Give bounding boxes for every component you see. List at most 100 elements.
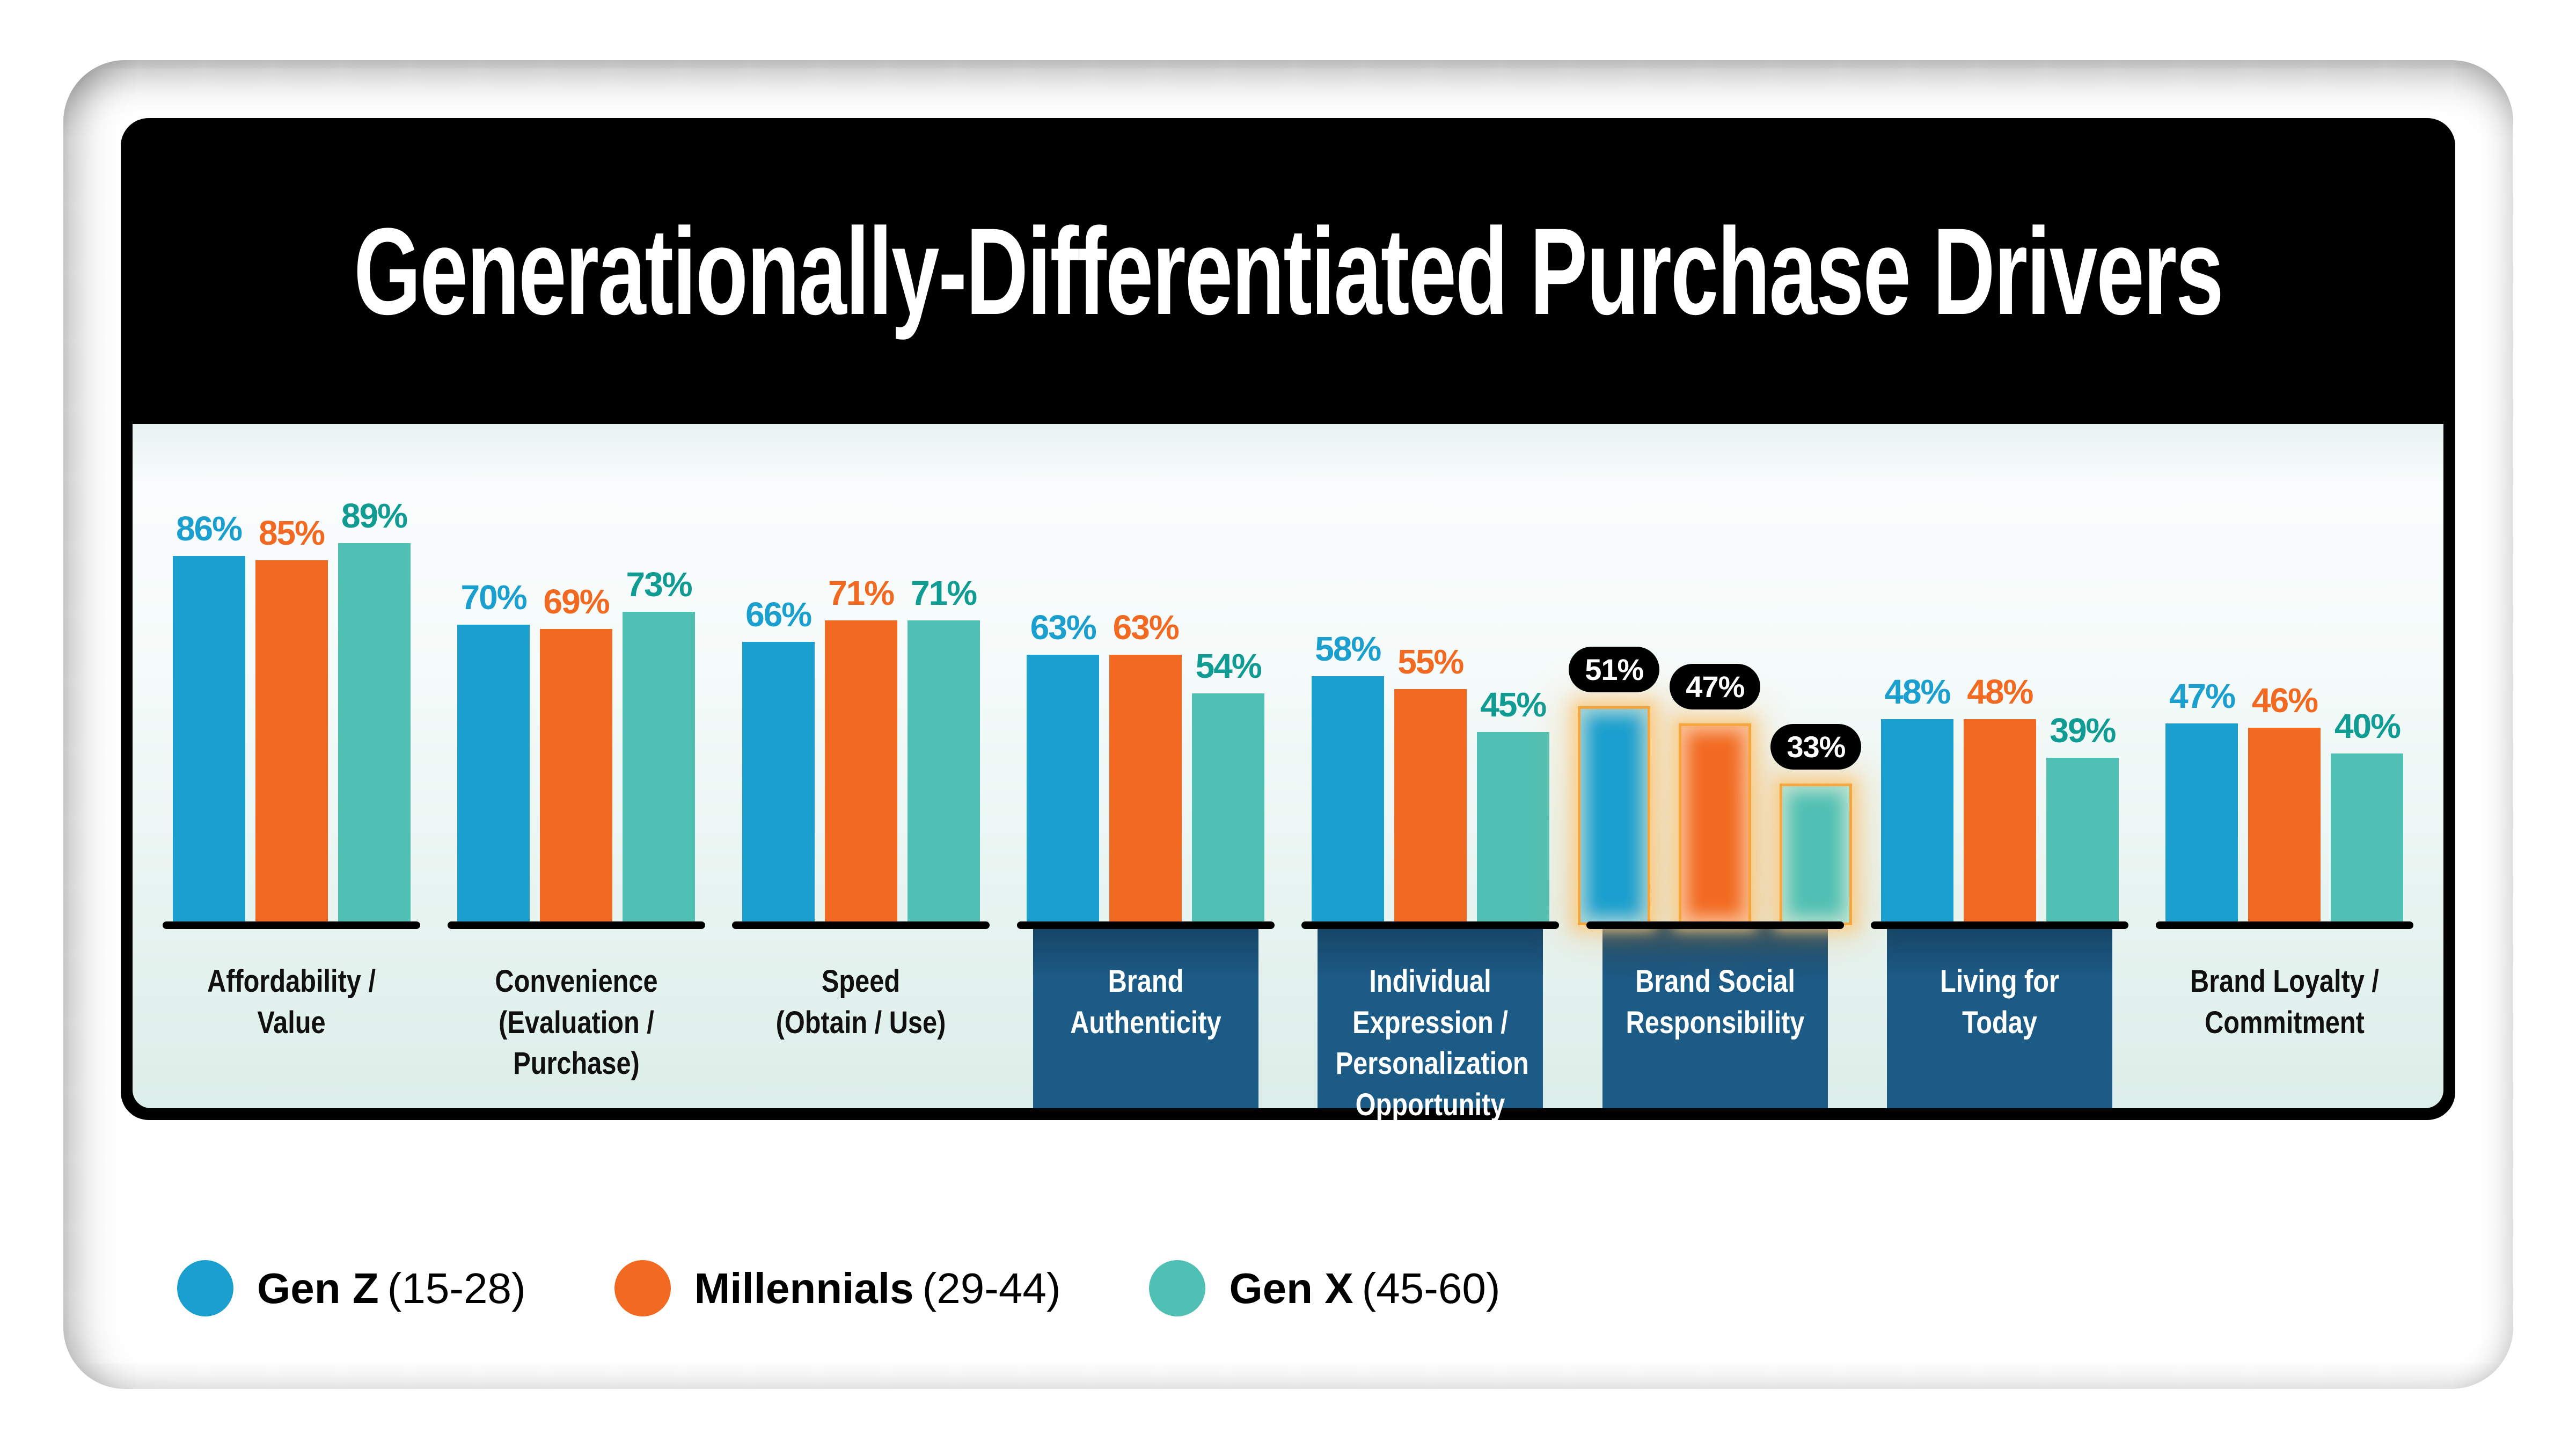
value-label: 40% [2334,707,2401,745]
category-label-text: Speed (Obtain / Use) [766,961,956,1043]
legend-text: Millennials (29-44) [694,1264,1061,1313]
category-label-line: Brand [1108,964,1184,999]
bar-gen-x-45-60 [623,612,696,925]
bar-millennials-29-44 [1109,655,1182,925]
chart-title: Generationally-Differentiated Purchase D… [353,202,2224,340]
bar-column-gen-x-45-60: 89% [338,496,411,925]
value-label: 69% [543,582,610,621]
bar-gen-x-45-60 [1192,693,1265,925]
value-label: 71% [828,574,895,612]
axis-baseline [1301,921,1560,929]
value-label: 48% [1967,672,2033,711]
legend-name: Gen X [1229,1264,1353,1312]
axis-baseline [732,921,990,929]
chart-header: Generationally-Differentiated Purchase D… [121,118,2455,424]
legend-text: Gen X (45-60) [1229,1264,1500,1313]
category-label-text: Brand Loyalty / Commitment [2190,961,2380,1043]
bars-row: 47% 46% 40% [2165,676,2404,925]
bar-gen-z-15-28 [1311,676,1384,925]
value-label: 39% [2050,711,2116,750]
bar-column-gen-z-15-28: 86% [172,509,245,925]
legend-item-gen-x: Gen X (45-60) [1149,1260,1501,1316]
legend-age-range: (45-60) [1362,1264,1501,1312]
value-label: 54% [1195,647,1262,685]
axis-baseline [447,921,705,929]
legend-dot-icon [1149,1260,1206,1316]
legend-dot-icon [614,1260,671,1316]
value-label: 73% [626,565,693,604]
bar-column-gen-x-45-60: 39% [2046,711,2119,925]
bar-column-gen-x-45-60: 33% [1770,724,1862,925]
axis-baseline [1871,921,2129,929]
bars-row: 86% 85% 89% [172,496,411,925]
bar-column-gen-x-45-60: 71% [907,573,980,925]
category-label-line: Personalization [1335,1046,1529,1081]
legend-dot-icon [177,1260,233,1316]
axis-baseline [2155,921,2413,929]
category-group-affordability-value: 86% 85% 89% Affordability / Value [163,496,420,1040]
category-label-text: Living for Today [1905,961,2095,1043]
value-label: 58% [1315,630,1381,668]
bar-column-gen-x-45-60: 40% [2331,706,2404,925]
bar-column-millennials-29-44: 47% [1670,664,1761,925]
value-badge: 33% [1770,724,1862,770]
bar-gen-x-45-60 [338,543,411,925]
bar-column-millennials-29-44: 55% [1394,642,1467,925]
category-label: Individual Expression / Personalization Opp… [1318,929,1543,1122]
bars-row: 66% 71% 71% [742,573,980,925]
bar-column-gen-z-15-28: 48% [1880,672,1953,925]
value-label: 70% [460,578,528,617]
value-label: 45% [1480,685,1547,724]
bars-row: 51% 47% 33% [1569,647,1862,925]
bar-gen-x-45-60 [1780,784,1853,925]
category-label-line: Value [257,1005,326,1040]
value-label: 63% [1030,608,1097,647]
axis-baseline [163,921,420,929]
category-label-line: Authenticity [1070,1005,1221,1040]
value-label: 48% [1884,672,1951,711]
bars-row: 70% 69% 73% [457,565,696,925]
bar-millennials-29-44 [2248,728,2321,925]
category-label: Brand Authenticity [1033,929,1258,1108]
bar-column-millennials-29-44: 69% [540,582,613,925]
bar-column-gen-z-15-28: 63% [1027,608,1100,925]
legend-text: Gen Z (15-28) [257,1264,526,1313]
bar-column-gen-z-15-28: 47% [2165,676,2238,925]
value-badge: 47% [1670,664,1761,709]
infographic-card: Generationally-Differentiated Purchase D… [63,60,2513,1389]
bar-gen-x-45-60 [907,620,980,925]
category-label: Brand Loyalty / Commitment [2172,929,2397,1108]
category-group-brand-authenticity: 63% 63% 54% Brand Authenticity [1016,608,1275,1108]
bar-gen-z-15-28 [2165,723,2238,925]
category-label-line: (Evaluation / [498,1005,654,1040]
bar-gen-x-45-60 [2046,758,2119,925]
bar-column-gen-z-15-28: 58% [1311,629,1384,925]
value-badge: 51% [1569,647,1660,692]
bar-millennials-29-44 [1394,689,1467,925]
value-label: 47% [2169,677,2236,715]
bar-gen-z-15-28 [172,556,245,925]
bar-column-gen-x-45-60: 54% [1192,646,1265,925]
bar-gen-z-15-28 [457,625,530,925]
value-label: 55% [1397,642,1464,681]
category-label-line: Brand Loyalty / [2190,964,2379,999]
category-label-line: Opportunity [1355,1087,1505,1122]
chart-frame: Generationally-Differentiated Purchase D… [121,118,2455,1122]
category-group-individual-expression-personalization-opportunity: 58% 55% 45% Individual Expression / Personali… [1301,629,1560,1122]
category-group-convenience-evaluation-purchase: 70% 69% 73% Convenience (Evaluation / Purchas… [447,565,705,1081]
bar-column-gen-z-15-28: 70% [457,577,530,925]
legend-item-gen-z: Gen Z (15-28) [177,1260,526,1316]
category-label-line: Responsibility [1626,1005,1805,1040]
bars-row: 63% 63% 54% [1027,608,1265,925]
legend-name: Gen Z [257,1264,379,1312]
category-group-brand-social-responsibility: 51% 47% 33% Brand Social Responsibility [1569,647,1862,1108]
legend: Gen Z (15-28) Millennials (29-44) Gen X (45-6… [177,1260,1501,1316]
bar-column-millennials-29-44: 48% [1963,672,2036,925]
category-label-line: Living for [1940,964,2060,999]
value-label: 46% [2251,681,2318,720]
bar-column-millennials-29-44: 85% [255,513,328,925]
bar-millennials-29-44 [540,629,613,925]
category-label-line: Affordability / [207,964,376,999]
bar-millennials-29-44 [824,620,897,925]
